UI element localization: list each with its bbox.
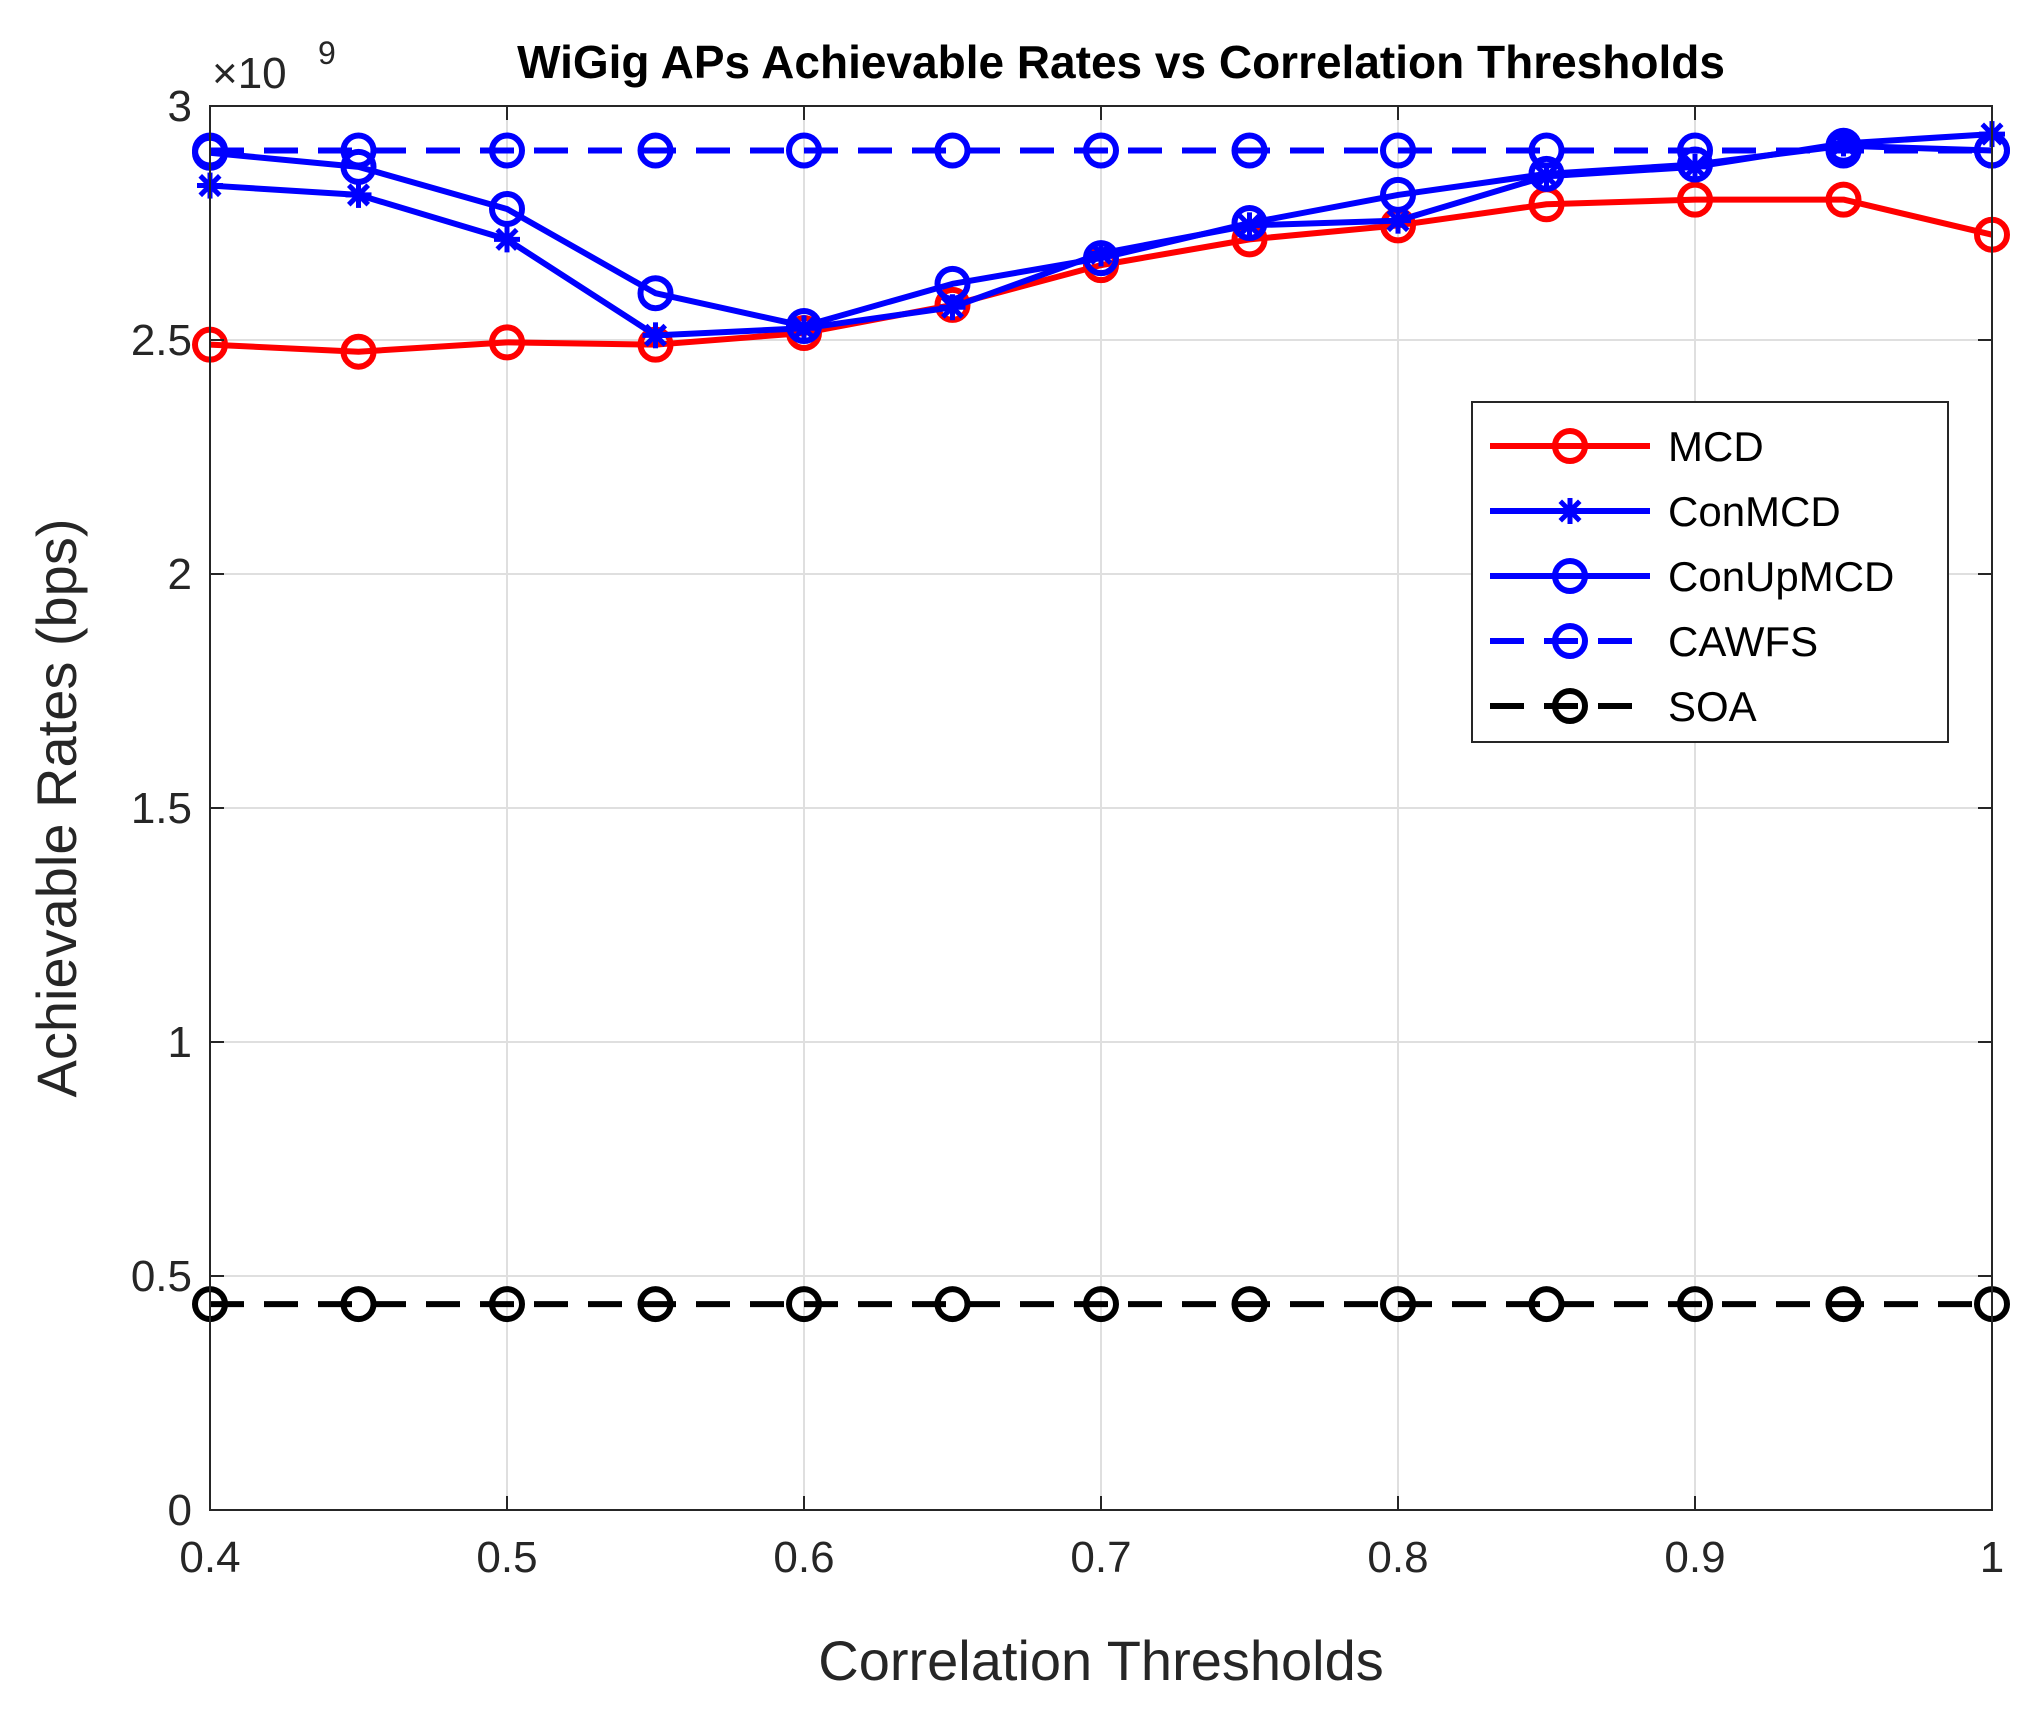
data-point-mcd	[489, 324, 525, 361]
data-point-conmcd	[494, 226, 520, 253]
data-point-conupmcd	[1083, 240, 1119, 277]
data-point-soa	[637, 1286, 674, 1323]
y-tick-label: 1	[168, 1018, 192, 1067]
legend-label-soa: SOA	[1668, 683, 1757, 730]
chart-title: WiGig APs Achievable Rates vs Correlatio…	[517, 36, 1725, 88]
y-exponent-power: 9	[318, 35, 336, 71]
legend-label-conupmcd: ConUpMCD	[1668, 553, 1894, 600]
y-tick-label: 2	[168, 550, 192, 599]
data-point-mcd	[1825, 181, 1862, 218]
x-tick-label: 0.9	[1664, 1533, 1725, 1582]
asterisk-stroke	[346, 183, 371, 207]
data-point-cawfs	[786, 132, 822, 169]
x-tick-label: 1	[1980, 1533, 2004, 1582]
legend-box	[1471, 401, 1949, 743]
y-exponent-base: ×10	[212, 49, 287, 98]
data-point-soa	[1677, 1286, 1713, 1323]
legend-item-conmcd: ConMCD	[1490, 488, 1841, 535]
y-tick-label: 1.5	[131, 784, 192, 833]
data-point-cawfs	[1825, 132, 1862, 169]
legend-marker-soa	[1552, 688, 1588, 724]
y-axis-label: Achievable Rates (bps)	[25, 519, 88, 1098]
y-tick-label: 0	[168, 1486, 192, 1535]
legend: MCD ConMCD ConUpMCD CAWFS SOA	[1471, 401, 1949, 743]
data-point-conupmcd	[489, 190, 525, 227]
data-point-conmcd	[345, 181, 372, 208]
data-point-soa	[1231, 1286, 1268, 1323]
data-point-soa	[489, 1286, 525, 1323]
legend-label-mcd: MCD	[1668, 423, 1764, 470]
x-tick-label: 0.6	[773, 1533, 834, 1582]
ticks: 0.4 0.5 0.6 0.7 0.8 0.9 1 0 0.5 1 1.5 2 2.5 3	[131, 82, 2004, 1582]
series-layer	[192, 121, 2010, 1323]
x-tick-label: 0.5	[476, 1533, 537, 1582]
legend-item-soa: SOA	[1490, 683, 1757, 730]
data-point-conupmcd	[1231, 205, 1268, 241]
data-point-conupmcd	[637, 275, 674, 312]
data-point-conmcd	[642, 322, 669, 349]
y-tick-label: 3	[168, 82, 192, 131]
data-point-cawfs	[934, 132, 971, 169]
data-point-soa	[786, 1286, 822, 1323]
data-point-cawfs	[489, 132, 525, 169]
data-point-cawfs	[340, 132, 377, 169]
legend-item-conupmcd: ConUpMCD	[1490, 553, 1894, 600]
data-point-cawfs	[1677, 132, 1713, 169]
asterisk-stroke	[643, 323, 668, 347]
legend-label-conmcd: ConMCD	[1668, 488, 1841, 535]
data-point-conupmcd	[934, 265, 971, 302]
asterisk-stroke	[1558, 499, 1582, 523]
data-point-conupmcd	[1380, 176, 1416, 213]
x-axis-label: Correlation Thresholds	[818, 1629, 1383, 1692]
y-tick-label: 0.5	[131, 1252, 192, 1301]
data-point-soa	[1380, 1286, 1416, 1323]
x-tick-label: 0.8	[1367, 1533, 1428, 1582]
legend-label-cawfs: CAWFS	[1668, 618, 1818, 665]
data-point-soa	[934, 1286, 971, 1323]
x-tick-label: 0.7	[1070, 1533, 1131, 1582]
legend-marker-conupmcd	[1552, 558, 1588, 594]
asterisk-stroke	[940, 295, 965, 319]
legend-marker-mcd	[1552, 428, 1588, 464]
data-point-cawfs	[1083, 132, 1119, 169]
legend-marker-cawfs	[1552, 623, 1588, 659]
asterisk-stroke	[495, 227, 519, 251]
legend-item-cawfs: CAWFS	[1490, 618, 1818, 665]
data-point-cawfs	[637, 132, 674, 169]
data-point-soa	[1083, 1286, 1119, 1323]
x-tick-label: 0.4	[179, 1533, 240, 1582]
asterisk-stroke	[1386, 209, 1410, 233]
legend-marker-conmcd	[1557, 498, 1583, 524]
data-point-conupmcd	[340, 148, 377, 185]
legend-item-mcd: MCD	[1490, 423, 1764, 470]
data-point-soa	[1528, 1286, 1565, 1323]
data-point-soa	[1825, 1286, 1862, 1323]
data-point-conupmcd	[786, 307, 822, 344]
data-point-cawfs	[1231, 132, 1268, 169]
data-point-cawfs	[1380, 132, 1416, 169]
y-tick-label: 2.5	[131, 316, 192, 365]
data-point-mcd	[1677, 181, 1713, 218]
data-point-conupmcd	[1528, 155, 1565, 192]
data-point-cawfs	[1528, 132, 1565, 169]
data-point-mcd	[340, 333, 377, 370]
series-soa	[192, 1286, 2010, 1323]
data-point-soa	[340, 1286, 377, 1323]
